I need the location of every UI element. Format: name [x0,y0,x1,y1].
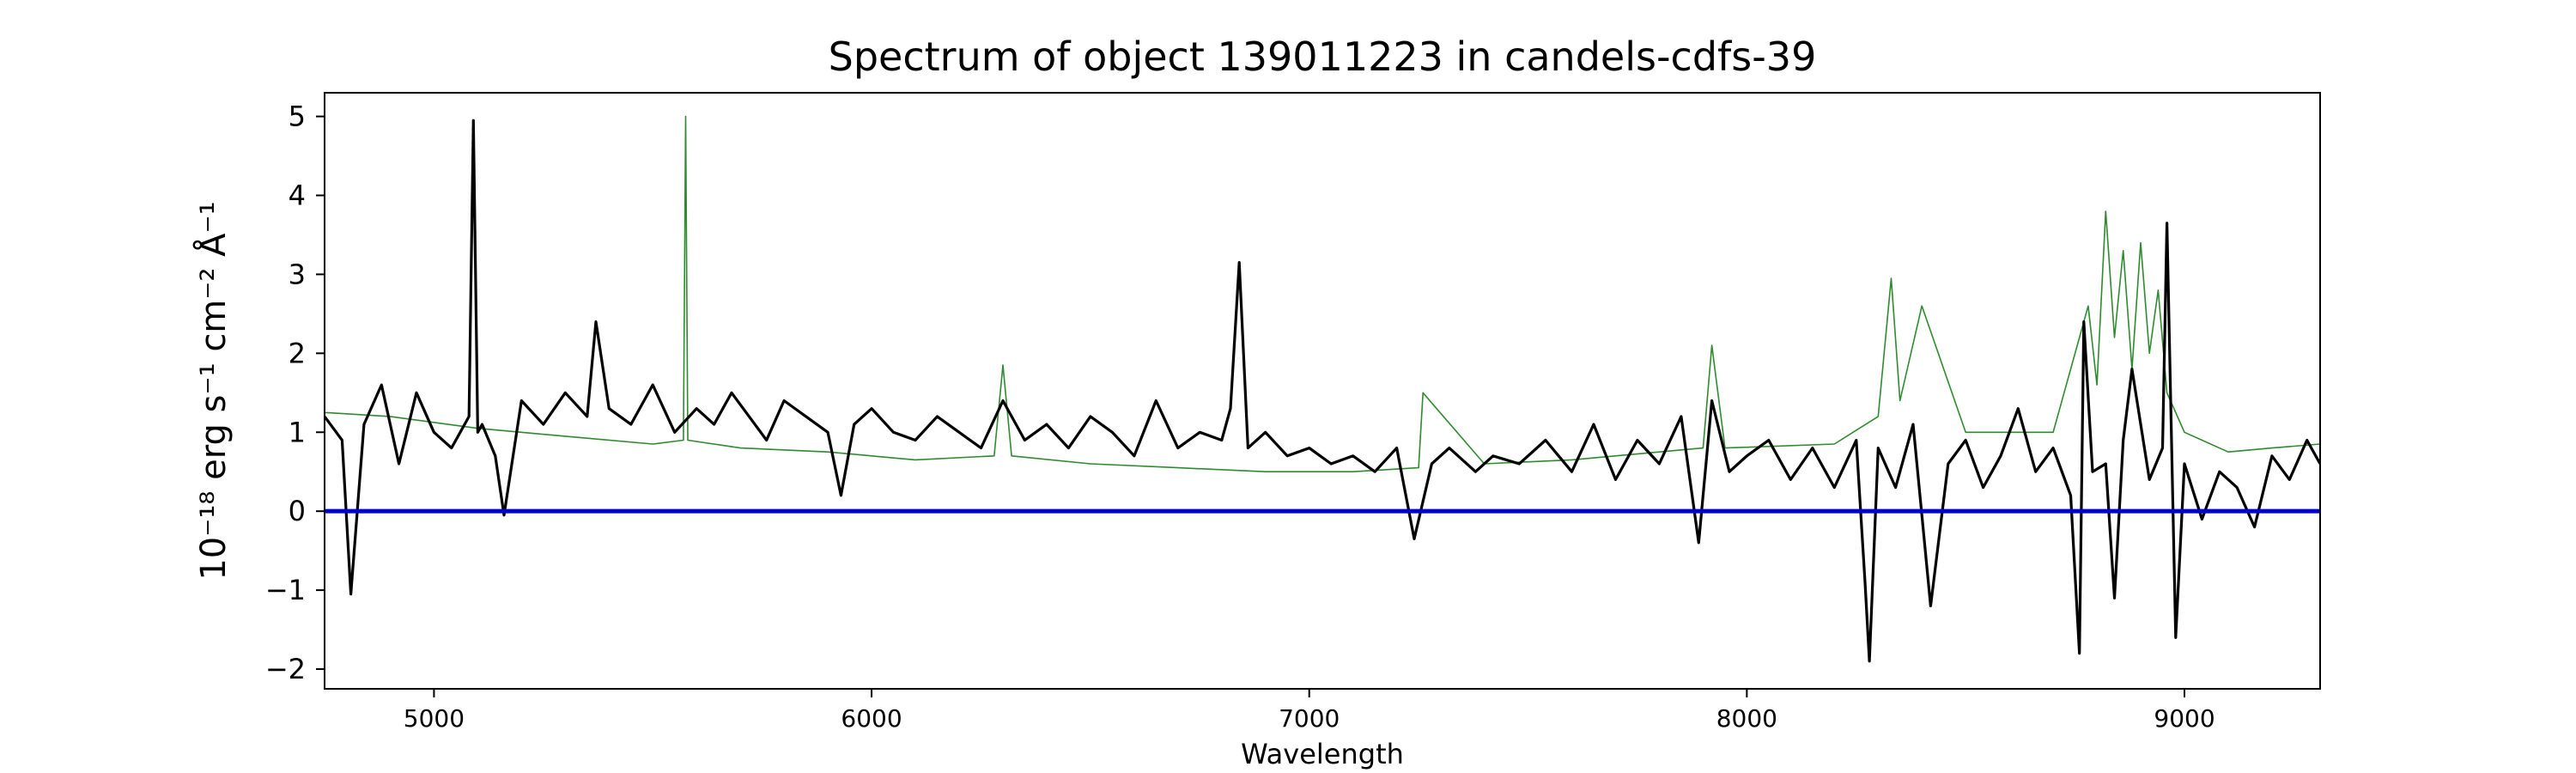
flux-series-line [325,119,2320,663]
y-axis-label: 10⁻¹⁸ erg s⁻¹ cm⁻² Å⁻¹ [192,201,234,580]
x-tick-label: 9000 [2154,704,2215,733]
x-axis-label: Wavelength [1241,738,1404,770]
x-axis-ticks: 5000 6000 7000 8000 9000 [404,689,2215,733]
x-tick-label: 7000 [1279,704,1340,733]
y-tick-label: 2 [289,337,306,369]
plot-frame [324,92,2321,690]
y-tick-label: 4 [289,179,306,211]
model-series-line [325,115,2320,473]
y-tick-label: 3 [289,258,306,290]
x-tick-label: 8000 [1716,704,1777,733]
x-tick-label: 6000 [841,704,902,733]
y-tick-label: −2 [265,653,306,685]
x-tick-label: 5000 [404,704,465,733]
y-axis-ticks: −2 −1 0 1 2 3 4 5 [265,100,325,685]
plot-area [324,92,2321,690]
y-tick-label: −1 [265,574,306,606]
y-tick-label: 1 [289,416,306,448]
chart-title: Spectrum of object 139011223 in candels-… [829,33,1817,80]
y-tick-label: 5 [289,100,306,133]
y-tick-label: 0 [289,495,306,527]
